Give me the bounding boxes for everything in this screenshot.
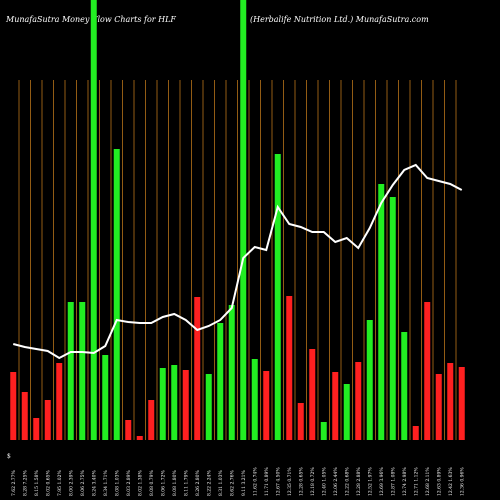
x-tick-label: 9.11 3.21% — [241, 470, 247, 496]
bar — [171, 365, 178, 440]
currency-symbol: $ — [7, 453, 11, 460]
bar — [401, 332, 408, 440]
bar — [205, 374, 212, 440]
x-tick-label: 12.28 0.65% — [298, 467, 304, 496]
x-tick-label: 8.62 2.76% — [229, 470, 235, 496]
x-tick-label: 12.67 4.50% — [275, 467, 281, 496]
x-tick-label: 12.69 3.96% — [379, 467, 385, 496]
bar — [228, 305, 235, 440]
x-tick-label: 12.52 1.97% — [367, 467, 373, 496]
x-tick-label: 8.06 1.72% — [160, 470, 166, 496]
x-tick-label: 8.08 0.79% — [149, 470, 155, 496]
x-tick-label: 12.40 1.05% — [321, 467, 327, 496]
x-tick-label: 8.15 1.58% — [34, 470, 40, 496]
bar — [90, 0, 97, 440]
bar — [458, 367, 465, 440]
bar — [297, 403, 304, 440]
bar — [366, 320, 373, 440]
x-tick-label: 8.31 1.03% — [218, 470, 224, 496]
bar — [79, 302, 86, 440]
bar — [389, 197, 396, 440]
bar — [159, 368, 166, 440]
bar — [274, 154, 281, 440]
bar — [44, 400, 51, 440]
bar — [412, 426, 419, 440]
x-tick-label: 8.26 2.80% — [195, 470, 201, 496]
bar — [332, 372, 339, 440]
x-tick-label: 8.06 2.75% — [80, 470, 86, 496]
bar — [424, 302, 431, 440]
x-tick-label: 8.00 2.39% — [68, 470, 74, 496]
bar — [21, 392, 28, 440]
x-tick-label: 8.03 2.89% — [126, 470, 132, 496]
x-tick-label: 12.28 2.88% — [356, 467, 362, 496]
x-tick-label: 12.36 0.96% — [459, 467, 465, 496]
x-tick-label: 12.18 0.72% — [310, 467, 316, 496]
bar — [251, 359, 258, 440]
bar — [217, 323, 224, 440]
bar — [240, 0, 247, 440]
x-tick-label: 7.62 2.77% — [11, 470, 17, 496]
bar — [447, 363, 454, 440]
bar — [56, 363, 63, 440]
bar — [125, 420, 132, 440]
money-flow-line — [12, 163, 463, 360]
bar — [343, 384, 350, 440]
bar — [102, 355, 109, 440]
x-tick-label: 12.68 2.11% — [425, 467, 431, 496]
x-tick-label: 12.22 0.68% — [344, 467, 350, 496]
x-tick-label: 8.02 0.65% — [45, 470, 51, 496]
x-tick-label: 11.71 0.89% — [264, 467, 270, 496]
bar — [378, 184, 385, 440]
x-tick-label: 8.08 1.80% — [172, 470, 178, 496]
bar — [320, 422, 327, 440]
x-tick-label: 12.06 2.44% — [333, 467, 339, 496]
bar — [263, 371, 270, 440]
x-tick-label: 12.35 0.71% — [287, 467, 293, 496]
x-tick-label: 8.02 1.38% — [137, 470, 143, 496]
x-tick-label: 7.95 1.02% — [57, 470, 63, 496]
chart-title: MunafaSutra Money Flow Charts for HLF — [5, 15, 176, 24]
x-tick-label: 11.62 0.74% — [252, 467, 258, 496]
x-tick-label: 8.11 1.79% — [183, 470, 189, 496]
chart-subtitle: (Herbalife Nutrition Ltd.) MunafaSutra.c… — [250, 15, 429, 24]
x-tick-label: 12.74 2.98% — [402, 467, 408, 496]
bar — [182, 370, 189, 440]
x-tick-label: 8.08 1.03% — [114, 470, 120, 496]
x-tick-label: 12.42 1.63% — [448, 467, 454, 496]
x-tick-label: 12.63 0.89% — [436, 467, 442, 496]
bar — [148, 400, 155, 440]
x-tick-label: 12.87 1.08% — [390, 467, 396, 496]
x-tick-label: 8.24 3.40% — [91, 470, 97, 496]
bar — [309, 349, 316, 440]
x-tick-label: 8.28 7.25% — [22, 470, 28, 496]
bar — [194, 297, 201, 440]
bar — [355, 362, 362, 440]
bar — [67, 302, 74, 440]
bar — [136, 436, 143, 440]
x-tick-label: 8.34 1.71% — [103, 470, 109, 496]
bar — [113, 149, 120, 440]
bar — [33, 418, 40, 440]
bar — [10, 372, 17, 440]
bar — [286, 296, 293, 440]
bar — [435, 374, 442, 440]
x-tick-label: 12.71 1.12% — [413, 467, 419, 496]
x-tick-label: 8.22 2.24% — [206, 470, 212, 496]
